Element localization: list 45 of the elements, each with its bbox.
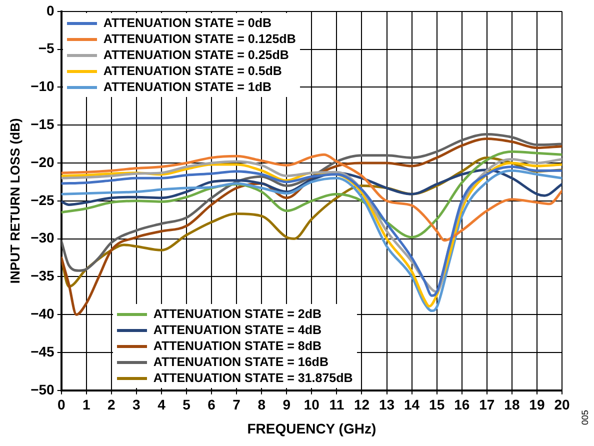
x-tick-label: 11 xyxy=(329,396,344,413)
text: 005 xyxy=(580,410,590,426)
y-tick-label: −45 xyxy=(30,343,55,360)
x-tick-label: 3 xyxy=(132,396,141,413)
x-tick-label: 12 xyxy=(354,396,370,413)
x-tick-label: 6 xyxy=(208,396,216,413)
y-tick-label: −5 xyxy=(38,40,55,56)
x-tick-label: 1 xyxy=(82,396,90,413)
x-tick-label: 10 xyxy=(304,396,320,413)
y-tick-label: −35 xyxy=(30,268,55,284)
y-tick-label: −20 xyxy=(30,154,55,170)
y-tick-label: −10 xyxy=(30,78,55,94)
x-tick-label: 7 xyxy=(232,396,241,413)
legend-label: ATTENUATION STATE = 4dB xyxy=(153,323,322,338)
x-tick-label: 0 xyxy=(57,396,66,413)
x-tick-label: 17 xyxy=(479,396,495,413)
x-tick-label: 19 xyxy=(529,396,545,413)
x-tick-label: 16 xyxy=(454,396,470,413)
x-tick-label: 15 xyxy=(429,396,445,413)
x-tick-label: 5 xyxy=(182,396,191,413)
x-tick-label: 20 xyxy=(554,396,570,413)
y-axis-title: INPUT RETURN LOSS (dB) xyxy=(7,118,22,284)
x-tick-label: 14 xyxy=(404,396,420,413)
x-tick-label: 8 xyxy=(258,396,266,413)
y-tick-label: −15 xyxy=(30,116,55,132)
x-tick-label: 13 xyxy=(378,396,395,413)
x-tick-label: 9 xyxy=(282,396,291,413)
legend-label: ATTENUATION STATE = 0.5dB xyxy=(103,64,282,78)
y-tick-label: −25 xyxy=(30,192,55,208)
x-tick-label: 4 xyxy=(158,396,166,413)
legend-label: ATTENUATION STATE = 31.875dB xyxy=(153,371,353,386)
legend-label: ATTENUATION STATE = 0.125dB xyxy=(103,32,296,46)
legend-label: ATTENUATION STATE = 16dB xyxy=(153,355,328,370)
y-tick-label: −50 xyxy=(30,381,55,398)
legend-label: ATTENUATION STATE = 8dB xyxy=(153,339,322,354)
legend-label: ATTENUATION STATE = 0dB xyxy=(103,16,272,30)
x-tick-label: 18 xyxy=(504,396,520,413)
y-tick-label: −40 xyxy=(30,305,55,322)
y-tick-label: 0 xyxy=(46,2,55,18)
x-tick-label: 2 xyxy=(108,396,116,413)
x-axis-title: FREQUENCY (GHz) xyxy=(247,420,376,436)
y-tick-label: −30 xyxy=(30,230,55,246)
legend-label: ATTENUATION STATE = 1dB xyxy=(103,80,272,94)
legend-label: ATTENUATION STATE = 0.25dB xyxy=(103,48,289,62)
legend-label: ATTENUATION STATE = 2dB xyxy=(153,307,322,322)
